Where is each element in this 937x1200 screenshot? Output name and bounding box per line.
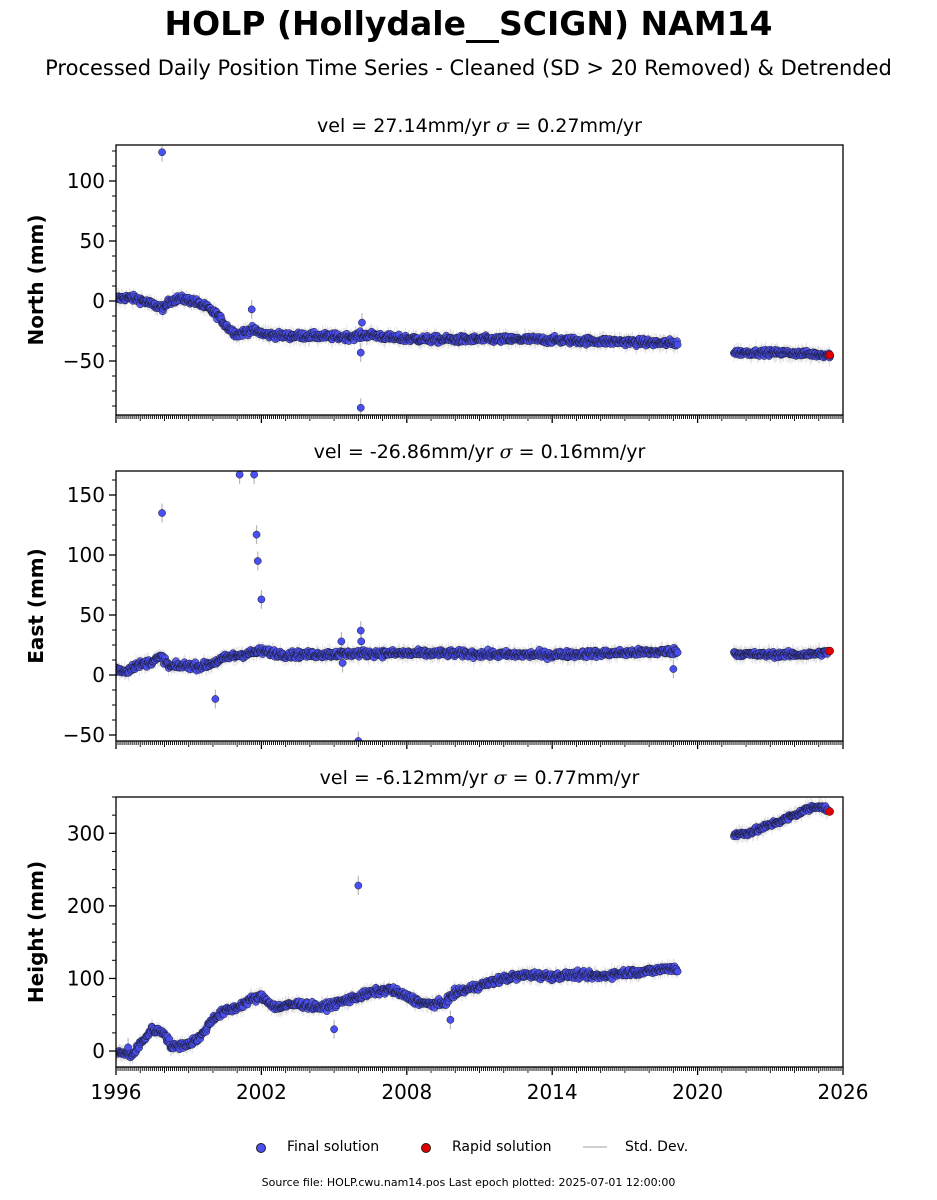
sigma-symbol: σ xyxy=(500,441,519,463)
final-solution-outlier xyxy=(253,557,262,565)
final-solution-outlier xyxy=(211,695,220,703)
y-axis-label: North (mm) xyxy=(24,214,48,345)
sigma-text: = 0.27mm/yr xyxy=(515,115,642,137)
velocity-text: vel = -26.86mm/yr xyxy=(314,441,500,463)
final-solution-outlier xyxy=(235,471,244,479)
sigma-text: = 0.16mm/yr xyxy=(519,441,646,463)
y-tick-label: 50 xyxy=(80,229,105,253)
final-solution-outlier xyxy=(354,737,363,741)
y-tick-label: 150 xyxy=(67,483,105,507)
axes-frame xyxy=(115,470,844,742)
final-solution-outlier xyxy=(338,659,347,667)
final-solution-point xyxy=(673,648,682,657)
plot-area-2 xyxy=(116,471,834,741)
y-tick-label: −50 xyxy=(63,723,105,747)
final-solution-outlier xyxy=(250,471,258,479)
rapid-solution-point xyxy=(825,350,834,360)
final-solution-outlier xyxy=(158,509,166,517)
page-title: HOLP (Hollydale__SCIGN) NAM14 xyxy=(164,4,773,43)
final-solution-outlier xyxy=(252,530,261,539)
plot-area-1 xyxy=(116,145,835,415)
panel-title: vel = 27.14mm/yr σ = 0.27mm/yr xyxy=(317,115,642,137)
final-solution-point xyxy=(673,340,682,349)
final-solution-outlier xyxy=(358,318,366,327)
final-solution-outlier xyxy=(356,626,365,635)
final-solution-outlier xyxy=(337,637,346,646)
rapid-solution-point xyxy=(825,646,834,656)
y-tick-label: 100 xyxy=(67,169,105,193)
final-solution-outlier xyxy=(356,348,365,357)
axes-frame xyxy=(115,144,844,416)
final-solution-outlier xyxy=(669,665,678,673)
velocity-text: vel = 27.14mm/yr xyxy=(317,115,496,137)
final-solution-outlier xyxy=(257,595,266,604)
y-tick-label: −50 xyxy=(63,349,105,373)
y-tick-label: 100 xyxy=(67,543,105,567)
final-solution-outlier xyxy=(247,305,256,314)
page-subtitle: Processed Daily Position Time Series - C… xyxy=(45,56,892,80)
panel-title: vel = -26.86mm/yr σ = 0.16mm/yr xyxy=(314,441,646,463)
y-tick-label: 0 xyxy=(92,289,105,313)
final-solution-outlier xyxy=(357,637,366,646)
y-tick-label: 0 xyxy=(92,663,105,687)
final-solution-outlier xyxy=(356,403,365,412)
y-tick-label: 50 xyxy=(80,603,105,627)
sigma-symbol: σ xyxy=(496,115,515,137)
final-solution-outlier xyxy=(158,148,166,157)
